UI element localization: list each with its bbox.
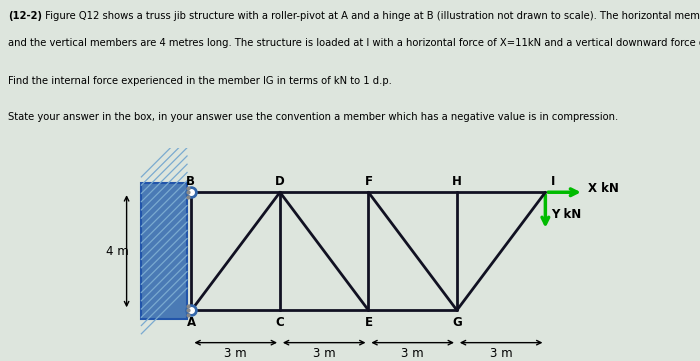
Text: (12-2): (12-2) (8, 11, 43, 21)
Text: A: A (187, 316, 196, 329)
Text: 3 m: 3 m (225, 347, 247, 360)
Text: Y kN: Y kN (552, 208, 582, 221)
Text: State your answer in the box, in your answer use the convention a member which h: State your answer in the box, in your an… (8, 112, 619, 122)
Text: D: D (275, 174, 285, 187)
Text: 4 m: 4 m (106, 245, 129, 258)
Text: Figure Q12 shows a truss jib structure with a roller-pivot at A and a hinge at B: Figure Q12 shows a truss jib structure w… (42, 11, 700, 21)
Text: 3 m: 3 m (401, 347, 424, 360)
Text: 3 m: 3 m (490, 347, 512, 360)
Text: C: C (276, 316, 284, 329)
Text: H: H (452, 174, 462, 187)
Text: E: E (365, 316, 372, 329)
Text: G: G (452, 316, 462, 329)
Text: 3 m: 3 m (313, 347, 335, 360)
Text: X kN: X kN (588, 182, 619, 195)
Text: and the vertical members are 4 metres long. The structure is loaded at I with a : and the vertical members are 4 metres lo… (8, 38, 700, 48)
Text: B: B (186, 174, 195, 187)
Text: F: F (365, 174, 372, 187)
Text: Find the internal force experienced in the member IG in terms of kN to 1 d.p.: Find the internal force experienced in t… (8, 76, 392, 86)
Bar (141, 183, 187, 319)
Text: I: I (550, 174, 555, 187)
